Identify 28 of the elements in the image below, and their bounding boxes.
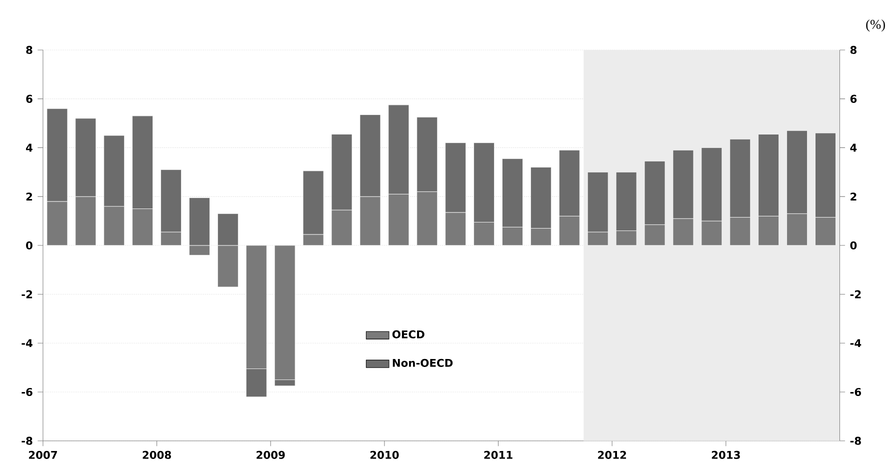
x-tick-label: 2013	[712, 450, 740, 460]
y-tick-label: 0	[26, 241, 32, 250]
x-tick-label: 2012	[598, 450, 626, 460]
x-tick-label: 2010	[370, 450, 399, 460]
y2-tick-label: -8	[850, 436, 861, 445]
y-tick-label: -8	[22, 436, 32, 445]
y2-tick-label: -4	[850, 339, 862, 348]
y-tick-label: 8	[26, 46, 32, 54]
x-tick-label: 2011	[484, 450, 512, 460]
y2-tick-label: 2	[850, 192, 856, 201]
legend-label: OECD	[392, 330, 424, 338]
y2-tick-label: 6	[850, 94, 857, 103]
y2-tick-label: -6	[850, 388, 862, 396]
y-tick-label: -6	[22, 388, 32, 396]
legend-label: Non-OECD	[392, 358, 453, 368]
y2-tick-label: 0	[850, 241, 857, 250]
y2-tick-label: -2	[850, 290, 861, 298]
y2-tick-label: 8	[850, 46, 857, 54]
y-tick-label: 2	[26, 192, 32, 201]
y-tick-label: -4	[22, 339, 32, 348]
y2-axis-title: (%)	[866, 20, 885, 32]
y2-tick-label: 4	[850, 144, 857, 152]
x-tick-label: 2009	[256, 450, 285, 460]
x-tick-label: 2008	[142, 450, 171, 460]
y-tick-label: 6	[26, 94, 32, 103]
y-tick-label: -2	[22, 290, 32, 298]
y-tick-label: 4	[26, 144, 32, 152]
x-tick-label: 2007	[28, 450, 57, 460]
